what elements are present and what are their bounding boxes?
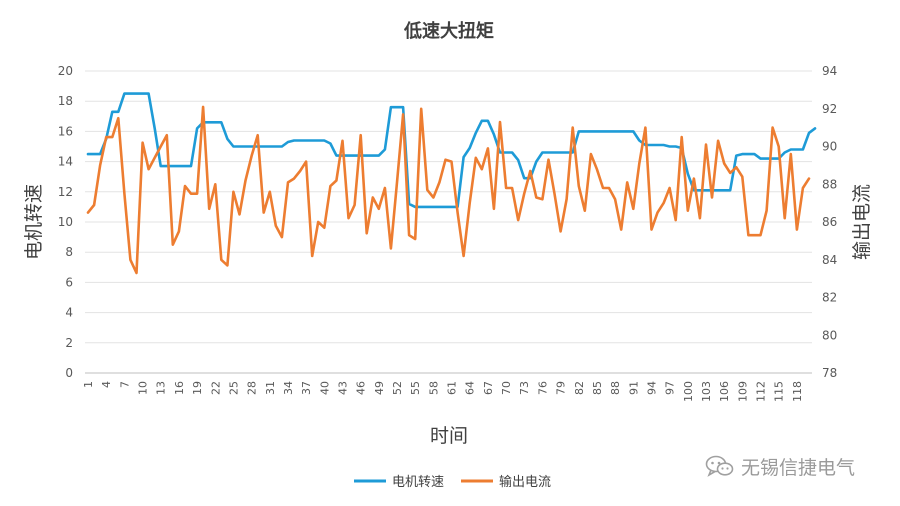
x-tick-label: 34	[282, 381, 295, 395]
x-tick-label: 46	[355, 381, 368, 395]
chart-title: 低速大扭矩	[403, 20, 494, 42]
wechat-logo-icon	[705, 455, 734, 477]
x-tick-label: 88	[609, 381, 622, 395]
series-line-speed	[86, 92, 817, 209]
x-tick-label: 64	[464, 381, 477, 395]
x-tick-label: 70	[500, 381, 513, 395]
x-tick-label: 4	[100, 381, 113, 388]
y-right-tick-label: 90	[822, 140, 837, 154]
x-tick-label: 94	[645, 381, 658, 395]
y-right-tick-label: 94	[822, 64, 837, 78]
x-tick-label: 61	[446, 381, 459, 395]
x-tick-label: 16	[173, 381, 186, 395]
y-right-tick-label: 82	[822, 291, 837, 305]
y-left-tick-label: 14	[58, 155, 73, 169]
x-tick-label: 82	[573, 381, 586, 395]
x-tick-label: 100	[682, 381, 695, 402]
series-lines	[86, 92, 817, 275]
y-right-tick-label: 80	[822, 328, 837, 342]
right-axis-ticks: 78 80 82 84 86 88 90 92 94	[822, 64, 837, 380]
x-tick-label: 76	[536, 381, 549, 395]
x-tick-label: 85	[591, 381, 604, 395]
y-right-tick-label: 88	[822, 177, 837, 191]
y-axis-right-label: 输出电流	[851, 184, 873, 260]
x-tick-label: 49	[373, 381, 386, 395]
x-tick-label: 97	[664, 381, 677, 395]
legend-label-speed: 电机转速	[392, 475, 444, 490]
x-tick-label: 52	[391, 381, 404, 395]
y-left-tick-label: 4	[65, 306, 73, 320]
x-tick-label: 1	[82, 381, 95, 388]
watermark-text: 无锡信捷电气	[741, 456, 856, 479]
x-tick-label: 22	[209, 381, 222, 395]
y-left-tick-label: 0	[65, 366, 73, 380]
legend-label-current: 输出电流	[499, 474, 551, 490]
y-left-tick-label: 6	[65, 275, 73, 289]
x-tick-label: 73	[518, 381, 531, 395]
x-axis-label: 时间	[430, 425, 468, 447]
x-tick-label: 25	[227, 381, 240, 395]
x-tick-label: 112	[755, 381, 768, 402]
y-left-tick-label: 20	[58, 64, 73, 78]
x-tick-label: 115	[773, 381, 786, 402]
left-axis-ticks: 0 2 4 6 8 10 12 14 16 18 20	[58, 64, 73, 380]
gridlines	[85, 70, 812, 374]
x-tick-label: 13	[155, 381, 168, 395]
y-left-tick-label: 12	[58, 185, 73, 199]
x-tick-label: 7	[118, 381, 131, 388]
x-tick-label: 40	[318, 381, 331, 395]
x-tick-label: 91	[627, 381, 640, 395]
y-right-tick-label: 84	[822, 253, 837, 267]
y-left-tick-label: 8	[65, 245, 73, 259]
y-left-tick-label: 18	[58, 94, 73, 108]
watermark: 无锡信捷电气	[705, 452, 855, 480]
x-tick-label: 55	[409, 381, 422, 395]
x-tick-label: 103	[700, 381, 713, 402]
legend: 电机转速 输出电流	[354, 474, 551, 490]
x-tick-label: 28	[246, 381, 259, 395]
x-tick-label: 43	[336, 381, 349, 395]
x-tick-label: 37	[300, 381, 313, 395]
x-axis-ticks: 1 4 7 10 13 16 19 22 25 28 31 34 37 40 43 46 49 52 55 58 61 6…	[82, 381, 804, 402]
x-tick-label: 79	[555, 381, 568, 395]
y-right-tick-label: 92	[822, 102, 837, 116]
y-left-tick-label: 16	[58, 124, 73, 138]
x-tick-label: 31	[264, 381, 277, 395]
series-line-current	[86, 105, 811, 275]
x-tick-label: 109	[736, 381, 749, 402]
x-tick-label: 118	[791, 381, 804, 402]
x-tick-label: 19	[191, 381, 204, 395]
y-axis-left-label: 电机转速	[23, 184, 45, 260]
y-left-tick-label: 10	[58, 215, 73, 229]
x-tick-label: 58	[427, 381, 440, 395]
y-right-tick-label: 78	[822, 366, 837, 380]
x-tick-label: 10	[137, 381, 150, 395]
x-tick-label: 67	[482, 381, 495, 395]
y-right-tick-label: 86	[822, 215, 837, 229]
x-tick-label: 106	[718, 381, 731, 402]
y-left-tick-label: 2	[65, 336, 73, 350]
